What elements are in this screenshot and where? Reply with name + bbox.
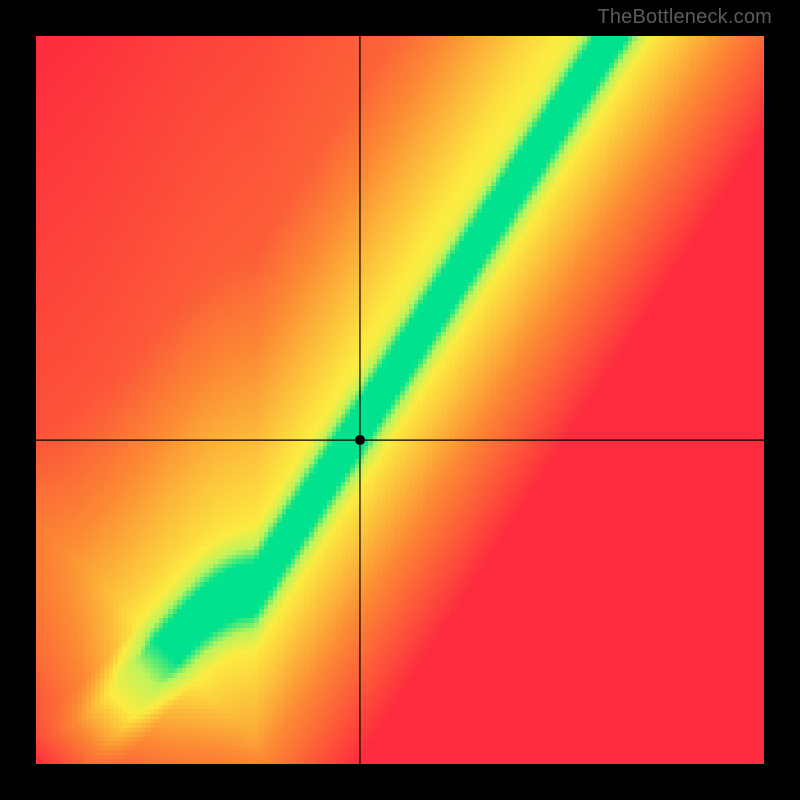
bottleneck-heatmap [0,0,800,800]
chart-container: TheBottleneck.com [0,0,800,800]
source-watermark: TheBottleneck.com [597,6,772,29]
